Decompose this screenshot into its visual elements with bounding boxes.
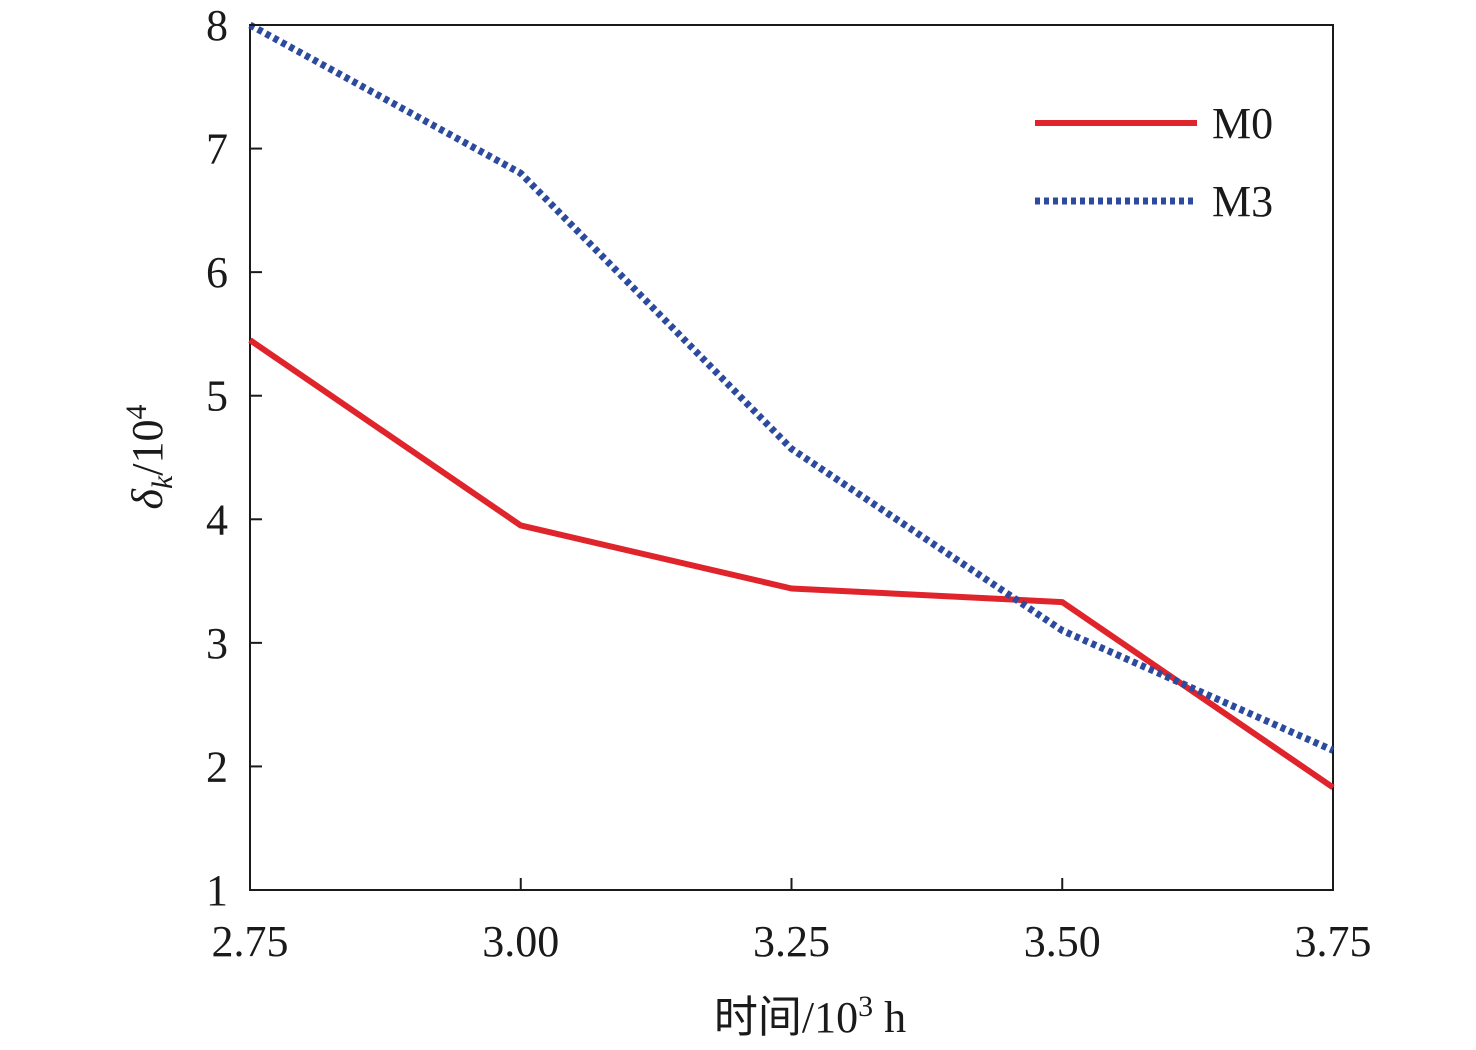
plot-frame <box>249 24 1334 891</box>
x-tick-label: 3.00 <box>482 917 559 966</box>
x-tick-label: 3.25 <box>753 917 830 966</box>
y-tick-label: 7 <box>206 125 228 174</box>
x-axis-ticks: 2.75 3.00 3.25 3.50 3.75 <box>212 878 1372 966</box>
x-tick-label: 3.50 <box>1024 917 1101 966</box>
series-line-m3 <box>248 21 1335 754</box>
x-tick-label: 3.75 <box>1295 917 1372 966</box>
y-tick-label: 8 <box>206 1 228 50</box>
legend-label-m3: M3 <box>1212 177 1273 226</box>
y-tick-label: 1 <box>206 866 228 915</box>
legend: M0 M3 <box>1035 99 1273 226</box>
y-tick-label: 4 <box>206 495 228 544</box>
y-tick-label: 2 <box>206 742 228 791</box>
series-layer <box>248 21 1335 790</box>
x-axis-title: 时间/103 h <box>714 990 906 1042</box>
y-axis-ticks: 1 2 3 4 5 6 7 8 <box>206 1 262 915</box>
legend-label-m0: M0 <box>1212 99 1273 148</box>
y-tick-label: 3 <box>206 619 228 668</box>
y-tick-label: 5 <box>206 372 228 421</box>
x-tick-label: 2.75 <box>212 917 289 966</box>
y-axis-title: δk/104 <box>120 404 179 509</box>
series-line-m0 <box>248 337 1335 790</box>
y-tick-label: 6 <box>206 248 228 297</box>
